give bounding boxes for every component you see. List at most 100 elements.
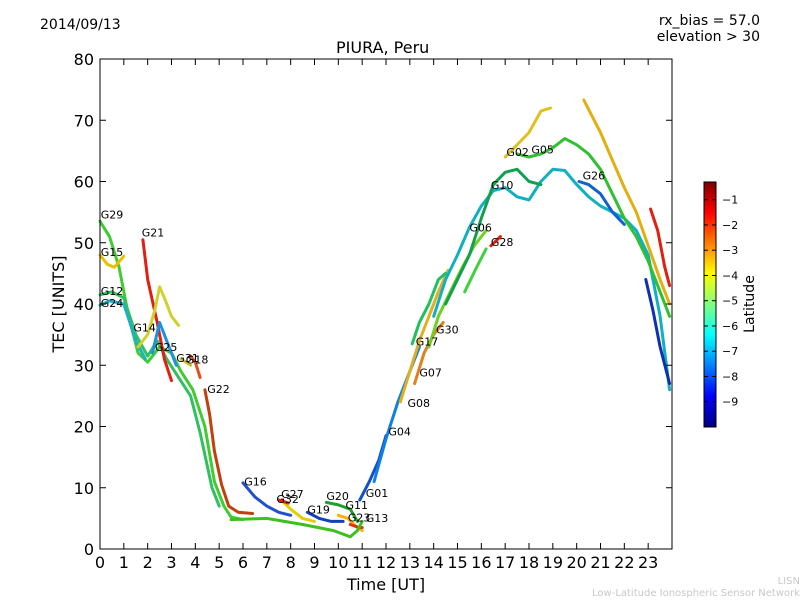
x-tick-label: 6: [238, 553, 248, 572]
chart-title: PIURA, Peru: [336, 38, 430, 57]
series-G22: [203, 388, 254, 515]
x-tick-label: 5: [214, 553, 224, 572]
series-G19: [305, 510, 345, 523]
colorbar-tick-label: −9: [722, 396, 738, 409]
series-G27: [279, 498, 316, 523]
satellite-label-G29: G29: [101, 208, 124, 221]
x-tick-label: 0: [95, 553, 105, 572]
series-G05: [515, 137, 672, 318]
satellite-label-G08: G08: [407, 397, 430, 410]
y-tick-label: 50: [74, 234, 94, 253]
series-G20: [324, 500, 359, 523]
series-G06: [432, 167, 672, 392]
rx-bias-label: rx_bias = 57.0: [658, 13, 760, 29]
colorbar-tick-label: −2: [722, 219, 738, 232]
colorbar-label: Latitude: [742, 275, 758, 333]
x-tick-label: 1: [119, 553, 129, 572]
series-G26: [577, 180, 626, 226]
series-G10: [444, 167, 543, 306]
series-G31: [179, 357, 193, 367]
series-G17: [410, 271, 448, 346]
x-tick-label: 12: [376, 553, 396, 572]
satellite-label-G25: G25: [155, 341, 178, 354]
x-tick-label: 16: [471, 553, 491, 572]
colorbar: Latitude −1 −2 −3 −4 −5 −6 −7 −8 −9: [703, 181, 758, 428]
y-axis-label: TEC [UNITS]: [49, 256, 68, 354]
satellite-label-G23: G23: [348, 511, 371, 524]
series-layer: [98, 98, 672, 539]
x-tick-label: 14: [423, 553, 443, 572]
x-tick-label: 9: [309, 553, 319, 572]
date-label: 2014/09/13: [40, 17, 121, 33]
series-G08: [398, 268, 450, 404]
x-tick-label: 23: [638, 553, 658, 572]
satellite-label-G28: G28: [491, 236, 514, 249]
series-G18: [189, 354, 202, 379]
series-G13: [229, 516, 364, 539]
series-G25: [150, 320, 178, 367]
satellite-label-G02: G02: [506, 146, 529, 159]
y-tick-label: 20: [74, 418, 94, 437]
x-tick-label: 2: [143, 553, 153, 572]
x-tick-label: 20: [566, 553, 586, 572]
x-tick-label: 15: [447, 553, 467, 572]
satellite-label-G27: G27: [281, 488, 304, 501]
series-G29: [98, 219, 245, 522]
series-G21: [141, 238, 173, 383]
satellite-label-G30: G30: [436, 323, 459, 336]
elevation-label: elevation > 30: [656, 29, 760, 45]
credit-short: LISN: [777, 576, 800, 587]
series-G32: [277, 498, 290, 505]
x-tick-label: 3: [166, 553, 176, 572]
y-tick-label: 80: [74, 50, 94, 69]
satellite-label-G14: G14: [133, 322, 156, 335]
satellite-label-G31: G31: [176, 352, 199, 365]
series-G02: [503, 106, 552, 159]
x-tick-label: 11: [352, 553, 372, 572]
credit-long: Low-Latitude Ionospheric Sensor Network: [592, 588, 800, 599]
series-G28c: [649, 207, 672, 288]
y-tick-label: 30: [74, 356, 94, 375]
satellite-label-G26: G26: [583, 170, 606, 183]
satellite-label-G32: G32: [276, 493, 299, 506]
x-tick-label: 8: [286, 553, 296, 572]
x-tick-label: 22: [614, 553, 634, 572]
series-G16: [241, 481, 293, 517]
x-axis-label: Time [UT]: [346, 575, 425, 594]
x-tick-label: 4: [190, 553, 200, 572]
x-tick-label: 21: [590, 553, 610, 572]
x-tick-label: 19: [543, 553, 563, 572]
colorbar-gradient: [703, 181, 717, 428]
colorbar-tick-label: −6: [722, 320, 738, 333]
satellite-label-G19: G19: [307, 503, 330, 516]
colorbar-tick-label: −8: [722, 370, 738, 383]
x-tick-label: 13: [400, 553, 420, 572]
series-G28b: [489, 235, 502, 248]
y-tick-label: 0: [84, 540, 94, 559]
satellite-label-G06: G06: [469, 222, 492, 235]
series-G15: [98, 253, 126, 269]
satellite-label-G12: G12: [101, 285, 124, 298]
y-tick-label: 10: [74, 479, 94, 498]
series-G26b: [582, 98, 672, 306]
series-G30b: [644, 278, 672, 386]
satellite-label-G15: G15: [101, 246, 124, 259]
x-tick-label: 7: [262, 553, 272, 572]
colorbar-tick-label: −3: [722, 244, 738, 257]
satellite-label-G10: G10: [491, 179, 514, 192]
satellite-label-G18: G18: [186, 353, 209, 366]
satellite-label-G04: G04: [388, 426, 411, 439]
satellite-label-G16: G16: [244, 475, 267, 488]
axis-layer: 0 1 2 3 4 5 6 7 8 9 10 11 12 13 14 15 16 17 18 19 20 21 22 2301…: [74, 50, 672, 572]
colorbar-tick-label: −4: [722, 269, 738, 282]
x-tick-label: 17: [495, 553, 515, 572]
series-G14: [136, 285, 181, 349]
series-G28: [463, 247, 488, 294]
satellite-label-G13: G13: [366, 512, 389, 525]
colorbar-tick-label: −5: [722, 295, 738, 308]
satellite-label-G20: G20: [326, 490, 349, 503]
x-tick-label: 10: [328, 553, 348, 572]
y-tick-label: 70: [74, 111, 94, 130]
